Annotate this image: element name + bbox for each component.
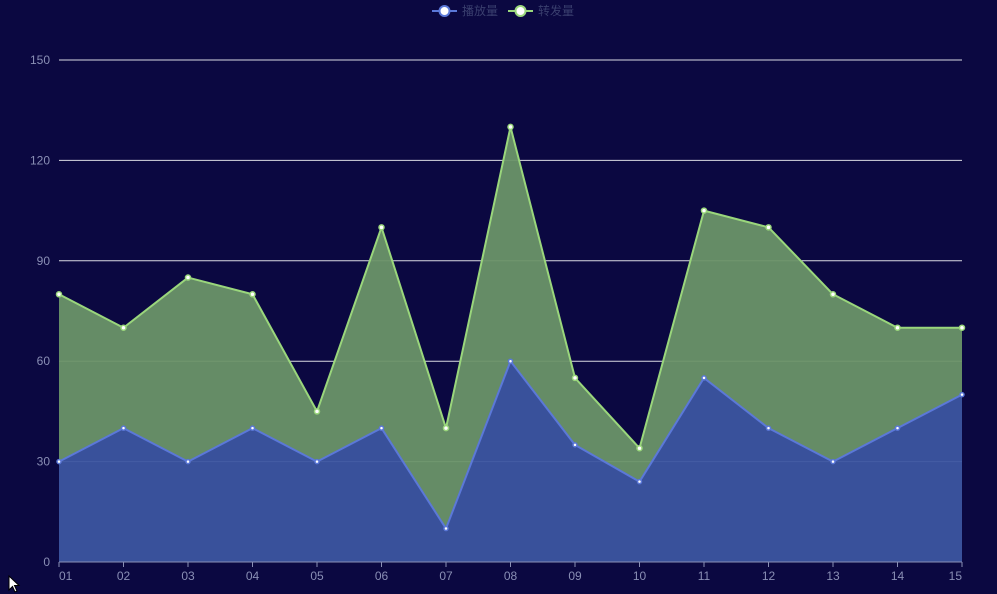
data-point bbox=[700, 207, 708, 214]
data-point bbox=[894, 324, 901, 331]
data-point bbox=[507, 358, 514, 364]
data-point bbox=[249, 425, 256, 431]
data-point bbox=[442, 424, 450, 432]
data-point bbox=[378, 425, 385, 431]
x-tick-label: 09 bbox=[568, 569, 582, 583]
legend[interactable]: 播放量 转发量 bbox=[432, 3, 574, 18]
data-point bbox=[507, 123, 514, 131]
data-point bbox=[571, 374, 579, 382]
x-tick-label: 05 bbox=[310, 569, 324, 583]
data-point bbox=[894, 425, 901, 431]
x-tick-label: 13 bbox=[826, 569, 840, 583]
data-point bbox=[120, 324, 127, 331]
data-point bbox=[184, 274, 192, 281]
mouse-cursor-icon bbox=[8, 575, 21, 593]
series-area-1 bbox=[59, 126, 962, 529]
data-point bbox=[829, 291, 837, 298]
legend-item[interactable]: 播放量 bbox=[432, 3, 498, 18]
x-tick-label: 12 bbox=[762, 569, 776, 583]
series-area-0 bbox=[59, 361, 962, 562]
y-tick-label: 60 bbox=[37, 354, 51, 368]
data-point bbox=[249, 291, 256, 298]
legend-item[interactable]: 转发量 bbox=[508, 3, 574, 18]
data-point bbox=[120, 425, 127, 431]
y-axis: 0 30 60 90 120 150 bbox=[30, 53, 50, 569]
data-point bbox=[185, 458, 191, 465]
data-point bbox=[313, 408, 321, 415]
data-point bbox=[443, 525, 449, 532]
data-point bbox=[701, 375, 707, 381]
x-tick-label: 10 bbox=[633, 569, 647, 583]
series-areas bbox=[59, 126, 962, 562]
data-point bbox=[636, 478, 643, 485]
data-point bbox=[378, 224, 385, 231]
data-point bbox=[55, 291, 63, 298]
x-tick-label: 04 bbox=[246, 569, 260, 583]
x-axis: 01 02 03 04 05 06 07 08 09 10 11 12 13 14 15 bbox=[58, 561, 963, 583]
x-tick-label: 06 bbox=[375, 569, 389, 583]
data-point bbox=[830, 458, 836, 465]
data-point bbox=[765, 425, 772, 431]
y-tick-label: 0 bbox=[43, 555, 50, 569]
legend-marker-icon bbox=[438, 5, 451, 17]
legend-label: 播放量 bbox=[462, 3, 498, 18]
x-tick-label: 11 bbox=[698, 569, 711, 583]
data-point bbox=[959, 391, 965, 398]
x-tick-label: 14 bbox=[891, 569, 905, 583]
x-tick-label: 07 bbox=[439, 569, 453, 583]
data-point bbox=[636, 444, 643, 452]
y-tick-label: 150 bbox=[30, 53, 50, 67]
data-point bbox=[572, 442, 578, 448]
data-point bbox=[314, 458, 320, 465]
legend-label: 转发量 bbox=[538, 3, 574, 18]
x-tick-label: 15 bbox=[949, 569, 963, 583]
y-tick-label: 90 bbox=[37, 254, 51, 268]
x-tick-label: 01 bbox=[59, 569, 73, 583]
data-point bbox=[765, 224, 772, 231]
y-tick-label: 120 bbox=[30, 153, 50, 167]
x-tick-label: 02 bbox=[117, 569, 131, 583]
y-tick-label: 30 bbox=[37, 455, 51, 469]
series-points bbox=[55, 123, 966, 532]
data-point bbox=[958, 324, 966, 331]
x-tick-label: 08 bbox=[504, 569, 518, 583]
data-point bbox=[56, 458, 62, 465]
x-tick-label: 03 bbox=[181, 569, 195, 583]
legend-marker-icon bbox=[514, 5, 527, 17]
